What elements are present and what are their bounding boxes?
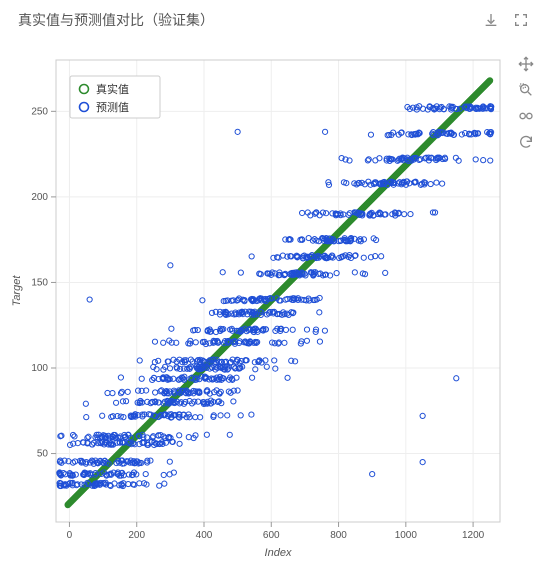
- svg-text:0: 0: [67, 530, 73, 541]
- move-icon[interactable]: [518, 56, 534, 72]
- svg-text:150: 150: [31, 277, 48, 288]
- chart-plot: 0 200 400 600 800 1000 1200 50 100 150 200 250 Index…: [0, 36, 515, 570]
- svg-text:1200: 1200: [462, 530, 485, 541]
- refresh-icon[interactable]: [518, 134, 534, 150]
- toolbar-top: [483, 12, 529, 28]
- svg-text:Target: Target: [11, 275, 23, 307]
- svg-text:100: 100: [31, 363, 48, 374]
- svg-text:400: 400: [196, 530, 213, 541]
- download-icon[interactable]: [483, 12, 499, 28]
- toolbar-side: [515, 56, 537, 150]
- chart-title: 真实值与预测值对比（验证集）: [18, 10, 483, 30]
- svg-text:200: 200: [128, 530, 145, 541]
- svg-text:50: 50: [37, 449, 49, 460]
- svg-text:250: 250: [31, 106, 48, 117]
- svg-text:真实值: 真实值: [96, 82, 129, 96]
- link-icon[interactable]: [518, 108, 534, 124]
- chart-svg[interactable]: 0 200 400 600 800 1000 1200 50 100 150 200 250 Index…: [0, 36, 515, 570]
- svg-text:600: 600: [263, 530, 280, 541]
- svg-text:预测值: 预测值: [96, 101, 129, 114]
- fullscreen-icon[interactable]: [513, 12, 529, 28]
- svg-text:Index: Index: [265, 547, 292, 559]
- svg-text:200: 200: [31, 192, 48, 203]
- zoom-box-icon[interactable]: [518, 82, 534, 98]
- svg-text:1000: 1000: [395, 530, 418, 541]
- svg-text:800: 800: [330, 530, 347, 541]
